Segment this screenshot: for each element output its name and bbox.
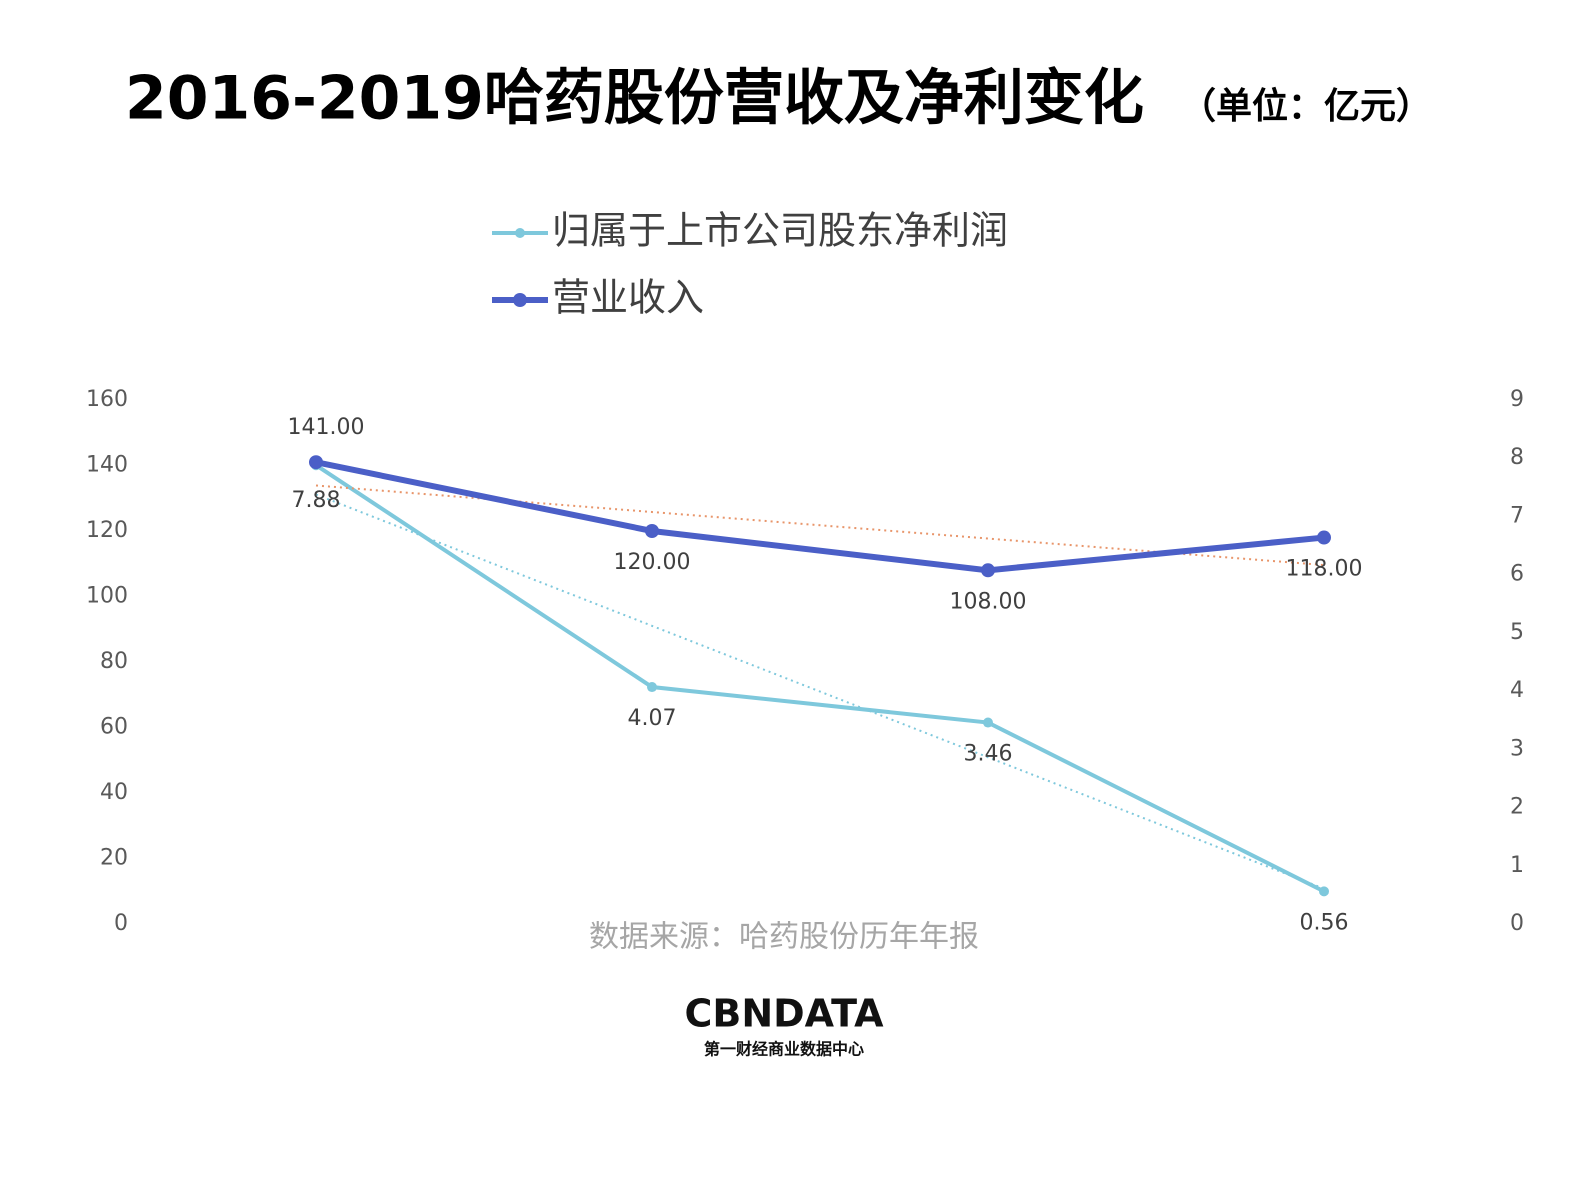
y-tick-label: 40	[100, 780, 128, 805]
data-point	[647, 682, 657, 693]
y2-tick-label: 5	[1510, 620, 1524, 645]
data-label: 108.00	[950, 589, 1027, 614]
legend-marker	[513, 293, 527, 307]
y2-tick-label: 4	[1510, 678, 1524, 703]
data-label: 0.56	[1300, 910, 1349, 935]
y-tick-label: 100	[86, 584, 128, 609]
y-tick-label: 160	[86, 387, 128, 412]
logo-name: CBNDATA	[684, 992, 884, 1036]
chart-subtitle: （单位：亿元）	[1180, 86, 1432, 127]
chart-title: 2016-2019哈药股份营收及净利变化	[125, 64, 1144, 134]
y2-tick-label: 8	[1510, 445, 1524, 470]
y-tick-label: 60	[100, 715, 128, 740]
y-tick-label: 140	[86, 453, 128, 478]
legend-label: 归属于上市公司股东净利润	[552, 209, 1008, 253]
series-line	[315, 459, 1325, 574]
data-label: 3.46	[964, 742, 1013, 767]
y-tick-label: 120	[86, 518, 128, 543]
data-point	[1317, 530, 1331, 545]
series-line	[314, 463, 1325, 894]
y2-tick-label: 6	[1510, 562, 1524, 587]
data-label: 120.00	[614, 550, 691, 575]
data-label: 4.07	[628, 706, 677, 731]
y2-tick-label: 1	[1510, 853, 1524, 878]
y2-tick-label: 0	[1510, 911, 1524, 936]
data-label: 118.00	[1286, 557, 1363, 582]
y-tick-label: 80	[100, 649, 128, 674]
source-note: 数据来源：哈药股份历年年报	[589, 920, 979, 955]
data-point	[309, 455, 323, 470]
data-point	[983, 717, 993, 728]
y2-tick-label: 2	[1510, 795, 1524, 820]
data-point	[645, 524, 659, 538]
y2-tick-label: 3	[1510, 736, 1524, 761]
legend-label: 营业收入	[552, 276, 704, 320]
y-tick-label: 0	[114, 911, 128, 936]
y2-tick-label: 9	[1510, 387, 1524, 412]
data-point	[1319, 886, 1329, 897]
y-tick-label: 20	[100, 846, 128, 871]
data-point	[981, 563, 995, 578]
data-label: 7.88	[292, 488, 341, 513]
y2-tick-label: 7	[1510, 503, 1524, 528]
trendline	[315, 493, 1325, 890]
legend-marker	[515, 228, 525, 238]
data-label: 141.00	[288, 415, 365, 440]
logo-tagline: 第一财经商业数据中心	[704, 1040, 864, 1059]
